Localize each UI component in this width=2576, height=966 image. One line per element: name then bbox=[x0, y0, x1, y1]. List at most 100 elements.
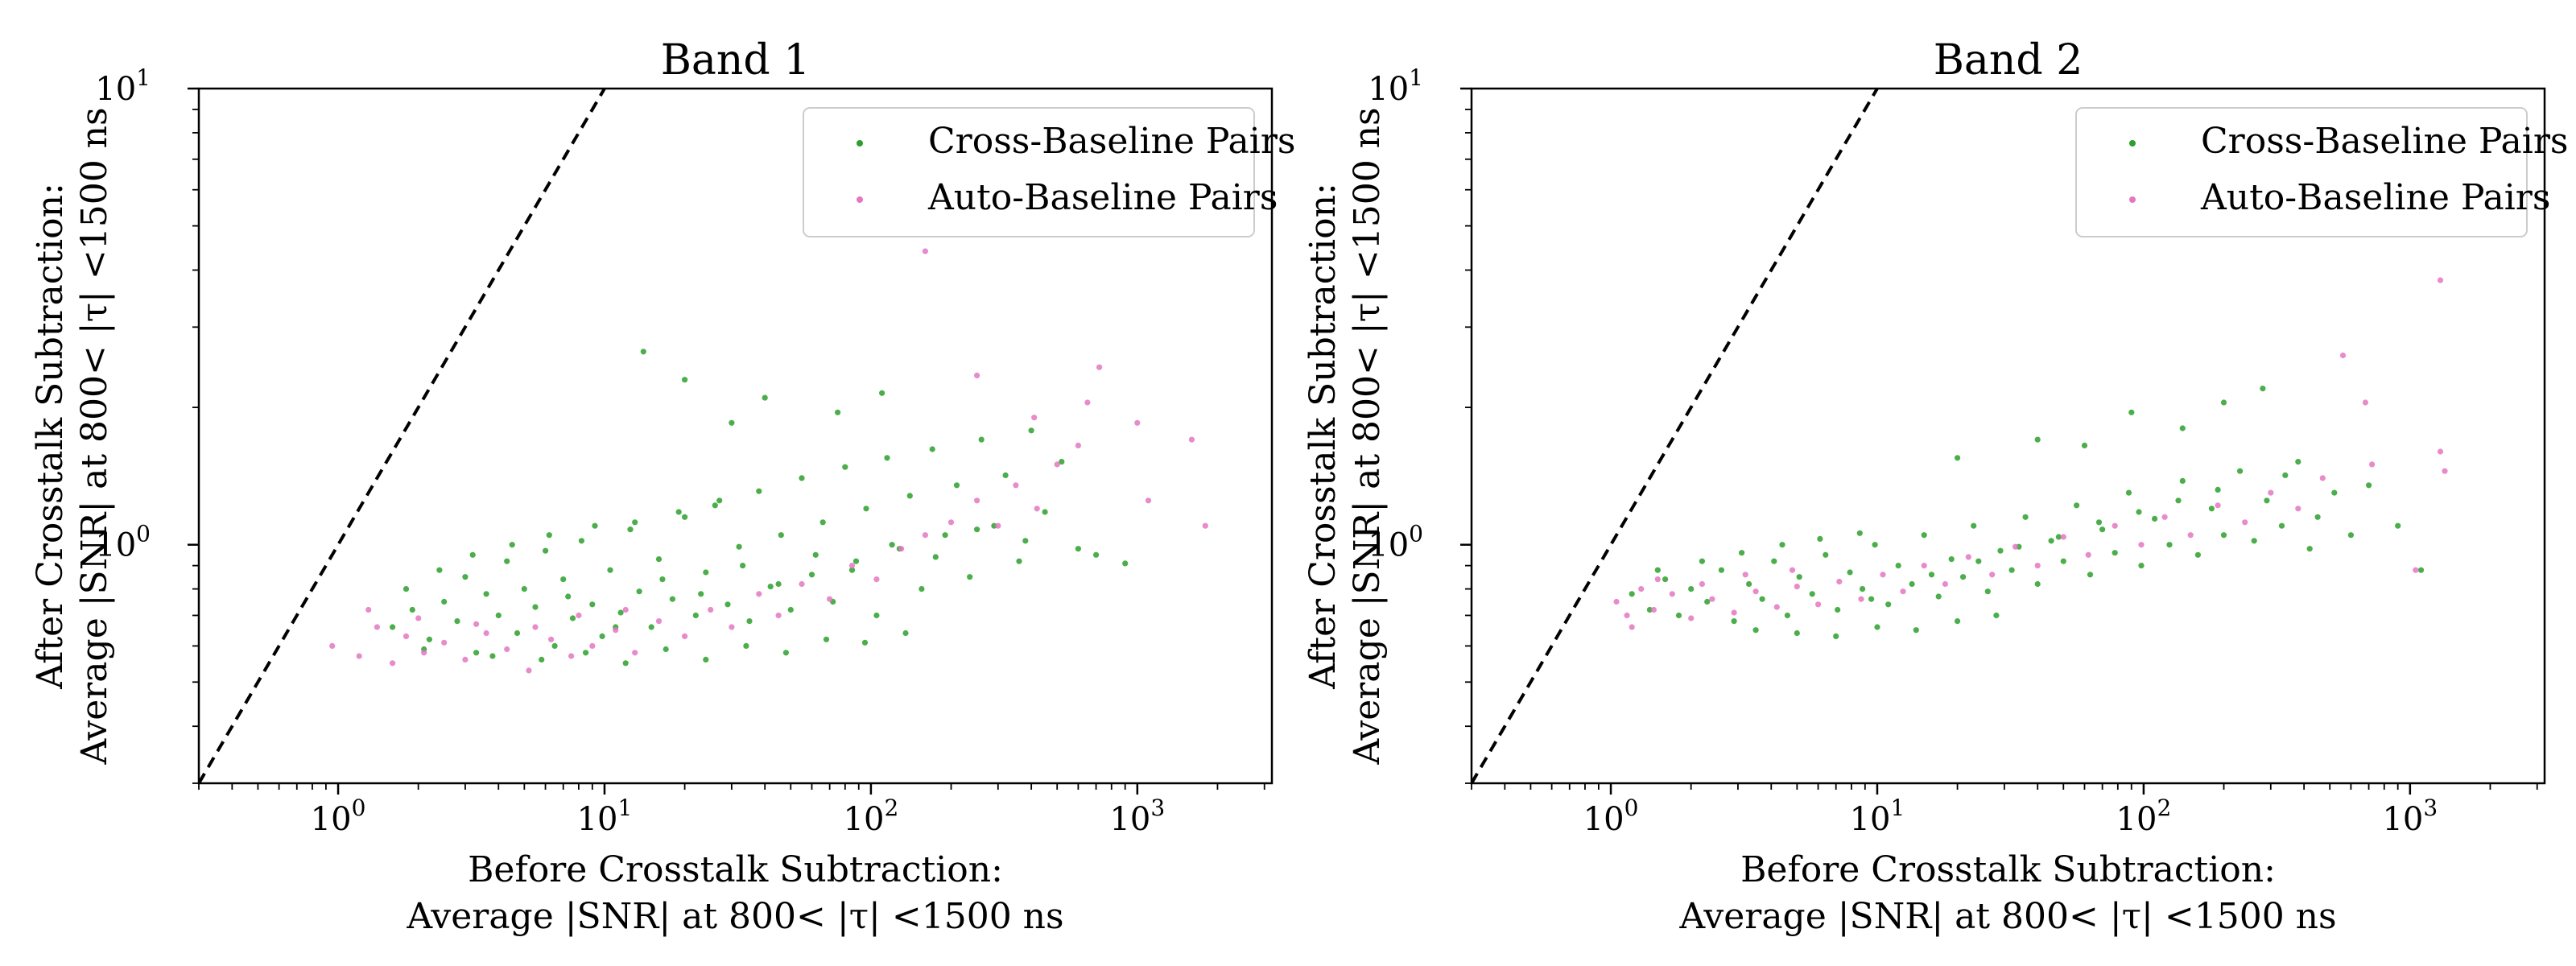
data-point bbox=[1002, 472, 1009, 479]
data-point bbox=[543, 547, 549, 554]
data-point bbox=[703, 569, 709, 576]
data-point bbox=[953, 482, 960, 489]
data-point bbox=[421, 650, 427, 656]
data-point bbox=[576, 612, 582, 619]
y-axis-label-line-2: Average |SNR| at 800< |τ| <1500 ns bbox=[74, 107, 115, 765]
data-point bbox=[1709, 596, 1715, 602]
data-point bbox=[682, 377, 688, 383]
data-point bbox=[1835, 606, 1841, 613]
data-point bbox=[473, 621, 480, 627]
x-tick-label: 101 bbox=[1850, 795, 1905, 838]
data-point bbox=[778, 532, 784, 539]
data-point bbox=[1629, 591, 1635, 597]
data-point bbox=[521, 586, 527, 592]
data-point bbox=[1704, 598, 1711, 605]
data-point bbox=[504, 558, 510, 564]
data-point bbox=[974, 526, 980, 533]
data-point bbox=[2034, 563, 2041, 569]
data-point bbox=[532, 624, 539, 630]
data-point bbox=[2022, 514, 2029, 520]
data-point bbox=[2215, 502, 2221, 509]
data-point bbox=[2085, 551, 2091, 558]
data-point bbox=[2138, 542, 2145, 548]
x-tick-label: 101 bbox=[577, 795, 633, 838]
data-point bbox=[2306, 546, 2313, 552]
data-point bbox=[1823, 551, 1829, 558]
data-point bbox=[2074, 502, 2080, 509]
data-point bbox=[1955, 455, 1961, 461]
x-tick-label: 102 bbox=[2116, 795, 2172, 838]
data-point bbox=[1718, 567, 1724, 573]
data-point bbox=[632, 650, 638, 656]
data-point bbox=[906, 493, 913, 499]
y-tick-label: 101 bbox=[95, 64, 151, 108]
data-point bbox=[692, 612, 699, 619]
legend: Cross-Baseline Pairs Auto-Baseline Pairs bbox=[2075, 107, 2568, 237]
legend-marker bbox=[857, 196, 863, 203]
auto-baseline-series bbox=[1613, 277, 2448, 630]
data-point bbox=[532, 604, 539, 610]
data-point bbox=[1688, 615, 1695, 621]
x-axis-label-line-2: Average |SNR| at 800< |τ| <1500 ns bbox=[1678, 896, 2336, 937]
data-point bbox=[675, 509, 682, 515]
data-point bbox=[1662, 576, 1669, 583]
x-tick-label: 102 bbox=[844, 795, 899, 838]
legend-entry-label: Cross-Baseline Pairs bbox=[2201, 121, 2568, 162]
data-point bbox=[2152, 515, 2158, 522]
data-point bbox=[583, 650, 589, 656]
data-point bbox=[2220, 532, 2227, 539]
data-point bbox=[1739, 550, 1745, 556]
data-point bbox=[1746, 580, 1752, 588]
data-point bbox=[819, 519, 826, 526]
data-point bbox=[1971, 522, 1977, 529]
cross-baseline-series bbox=[390, 349, 1129, 667]
data-point bbox=[736, 543, 742, 550]
data-point bbox=[861, 639, 869, 646]
data-point bbox=[1997, 547, 2004, 554]
data-point bbox=[2087, 572, 2094, 578]
data-point bbox=[1624, 612, 1630, 619]
data-point bbox=[551, 642, 558, 650]
data-point bbox=[1868, 596, 1875, 602]
data-point bbox=[879, 390, 886, 396]
auto-baseline-series bbox=[329, 248, 1208, 674]
data-point bbox=[1809, 591, 1815, 597]
identity-reference-line bbox=[199, 89, 606, 783]
data-point bbox=[2187, 532, 2194, 539]
data-point bbox=[2331, 489, 2338, 496]
data-point bbox=[2366, 482, 2372, 489]
legend-entry-label: Auto-Baseline Pairs bbox=[2200, 177, 2550, 218]
data-point bbox=[1984, 588, 1991, 595]
data-point bbox=[613, 627, 619, 634]
data-point bbox=[1856, 530, 1863, 536]
data-point bbox=[974, 372, 980, 378]
data-point bbox=[469, 551, 476, 558]
y-tick-label: 101 bbox=[1368, 64, 1423, 108]
data-point bbox=[2282, 472, 2289, 479]
data-point bbox=[402, 633, 410, 640]
scatter-panel-band-2: Band 2 100 101 102 103 100 101 Before Crosstalk… bbox=[1302, 36, 2568, 937]
legend-entry-label: Cross-Baseline Pairs bbox=[928, 121, 1295, 162]
x-tick-label: 103 bbox=[1109, 795, 1165, 838]
data-point bbox=[1188, 436, 1195, 443]
data-point bbox=[526, 667, 532, 674]
data-point bbox=[2034, 436, 2041, 443]
data-point bbox=[1815, 601, 1822, 608]
data-point bbox=[1688, 586, 1695, 592]
y-axis-label-line-1: After Crosstalk Subtraction: bbox=[1302, 183, 1344, 690]
data-point bbox=[932, 554, 939, 560]
data-point bbox=[632, 519, 638, 526]
data-point bbox=[1872, 542, 1878, 548]
data-point bbox=[1895, 563, 1901, 569]
data-point bbox=[2013, 543, 2019, 550]
data-point bbox=[1833, 633, 1839, 640]
data-point bbox=[1794, 630, 1800, 637]
data-point bbox=[569, 615, 576, 621]
data-point bbox=[884, 455, 890, 461]
y-tick-label: 100 bbox=[95, 521, 151, 564]
data-point bbox=[756, 591, 762, 597]
data-point bbox=[782, 650, 790, 656]
x-axis-label-line-1: Before Crosstalk Subtraction: bbox=[1740, 849, 2276, 890]
data-point bbox=[2251, 538, 2257, 544]
data-point bbox=[1675, 612, 1682, 619]
